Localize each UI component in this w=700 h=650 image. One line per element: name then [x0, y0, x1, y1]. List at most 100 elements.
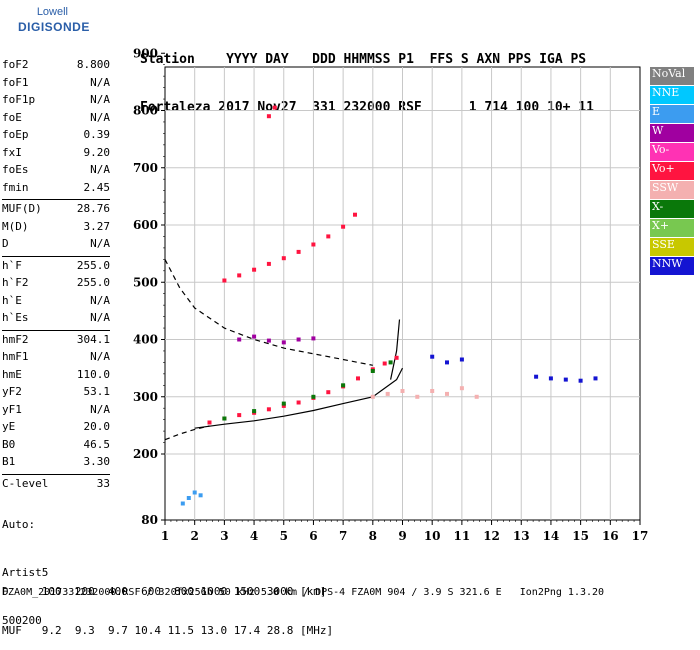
y-tick-label: 400 [133, 333, 158, 347]
curve-profile [194, 367, 404, 429]
point-w-echoes-spread- [311, 336, 316, 341]
polarization-legend: NoVal NNE E W Vo- Vo+ SSW X- X+ SSE NNW [650, 67, 694, 276]
param-separator [2, 255, 110, 257]
y-tick-label: 200 [133, 447, 158, 461]
point-w-echoes-spread- [281, 340, 286, 345]
point-x-trace [341, 383, 346, 388]
param-name: h`E [2, 293, 22, 307]
legend-item-noval: NoVal [650, 67, 694, 85]
x-tick-label: 17 [632, 529, 649, 543]
param-name: yF1 [2, 402, 22, 416]
param-row: foF1p N/A [2, 93, 110, 111]
point-o-trace-1st-hop- [237, 413, 242, 418]
x-tick-label: 12 [483, 529, 500, 543]
point-nnw-spread [534, 374, 539, 379]
scaled-parameters-panel: foF2 8.800 foF1 N/A foF1p N/A foE N/A foEp 0.39 fx… [2, 58, 110, 494]
param-name: h`Es [2, 311, 29, 324]
param-row: h`E N/A [2, 294, 110, 312]
point-x-trace [281, 401, 286, 406]
point-x-trace [222, 416, 227, 421]
point-o-trace-2nd-hop- [296, 249, 301, 254]
y-tick-label: 900 [133, 46, 158, 60]
point-nnw-spread [548, 376, 553, 381]
point-x-trace [252, 409, 257, 414]
point-o-trace-2nd-hop- [252, 267, 257, 272]
curve-profile-upper [390, 319, 401, 380]
point-o-trace-2nd-hop- [281, 256, 286, 261]
point-nnw-spread [445, 360, 449, 365]
point-nnw-spread [430, 354, 435, 359]
x-tick-label: 5 [280, 529, 288, 543]
param-row: h`F 255.0 [2, 259, 110, 277]
param-value: N/A [90, 75, 110, 89]
y-tick-label: 700 [133, 161, 158, 175]
point-high-echoes [266, 114, 271, 119]
header-labels: Station YYYY DAY DDD HHMMSS P1 FFS S AXN… [140, 52, 587, 67]
param-name: foEp [2, 128, 29, 141]
param-value: 33 [96, 476, 110, 490]
point-ssw-echoes [370, 394, 375, 399]
param-name: foF2 [2, 58, 29, 71]
point-o-trace-2nd-hop- [326, 234, 331, 239]
param-value: N/A [90, 311, 110, 324]
muf-table: D 100 200 400 600 800 1000 1500 3000 [km… [2, 559, 333, 650]
x-tick-label: 6 [309, 529, 317, 543]
point-o-trace-2nd-hop- [353, 212, 357, 217]
param-value: 2.45 [83, 180, 111, 194]
point-o-trace-1st-hop- [266, 407, 271, 412]
param-row: h`F2 255.0 [2, 276, 110, 294]
param-name: M(D) [2, 219, 29, 233]
x-tick-label: 14 [543, 529, 560, 543]
point-o-trace-2nd-hop- [237, 273, 242, 278]
point-o-trace-2nd-hop- [222, 278, 227, 283]
point-w-echoes-spread- [266, 338, 271, 343]
x-tick-label: 8 [369, 529, 377, 543]
param-name: hmE [2, 367, 22, 381]
point-ssw-echoes [445, 391, 449, 396]
param-value: N/A [90, 163, 110, 176]
point-o-trace-1st-hop- [207, 420, 212, 425]
param-name: fmin [2, 180, 29, 194]
point-low-echoes [198, 493, 203, 498]
auto-label: Auto: [2, 518, 36, 531]
param-row: hmE 110.0 [2, 368, 110, 386]
x-tick-label: 13 [513, 529, 530, 543]
param-row: foF2 8.800 [2, 58, 110, 76]
param-value: 3.30 [83, 455, 111, 468]
legend-item-e: E [650, 105, 694, 123]
param-row: MUF(D) 28.76 [2, 202, 110, 220]
param-separator [2, 199, 110, 200]
param-value: N/A [90, 237, 110, 250]
param-value: 255.0 [76, 258, 110, 272]
param-name: foF1 [2, 75, 29, 89]
point-low-echoes [180, 501, 185, 506]
point-nnw-spread [578, 378, 583, 383]
x-tick-label: 3 [220, 529, 228, 543]
y-tick-label: 80 [141, 513, 158, 527]
point-w-echoes-spread- [296, 337, 301, 342]
digisonde-logo: Lowell DIGISONDE [4, 6, 89, 40]
param-name: foEs [2, 163, 29, 176]
param-value: 255.0 [76, 276, 110, 289]
param-value: 8.800 [76, 58, 110, 71]
param-value: N/A [90, 350, 110, 363]
point-o-trace-1st-hop- [356, 376, 360, 381]
point-w-echoes-spread- [237, 337, 242, 342]
point-ssw-echoes [459, 386, 464, 391]
point-nnw-spread [593, 376, 598, 381]
legend-item-x-: X- [650, 200, 694, 218]
x-tick-label: 7 [339, 529, 347, 543]
param-name: foE [2, 110, 22, 124]
muf-row: MUF 9.2 9.3 9.7 10.4 11.5 13.0 17.4 28.8… [2, 624, 334, 637]
param-name: yF2 [2, 385, 22, 398]
point-w-echoes-spread- [252, 334, 257, 339]
point-o-trace-2nd-hop- [311, 242, 316, 247]
auto-program: Artist5 [2, 566, 49, 579]
file-info: FZA0M_2017331232000.RSF / 320fx256h 50 k… [2, 587, 605, 598]
point-o-trace-1st-hop- [326, 390, 331, 395]
x-tick-label: 11 [454, 529, 471, 543]
param-row: D N/A [2, 237, 110, 255]
param-name: C-level [2, 476, 49, 490]
param-value: 304.1 [76, 332, 110, 346]
station-header: Station YYYY DAY DDD HHMMSS P1 FFS S AXN… [140, 20, 594, 132]
